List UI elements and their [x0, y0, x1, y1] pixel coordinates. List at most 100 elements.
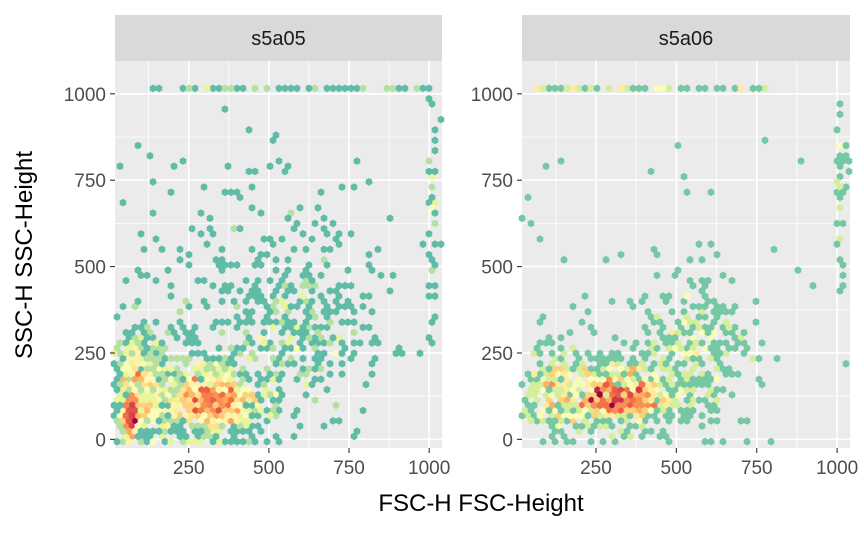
hexbin-cell	[119, 302, 127, 311]
hexbin-cell	[203, 354, 211, 363]
hexbin-cell	[542, 391, 550, 399]
hexbin-cell	[536, 370, 544, 378]
hexbin-cell	[623, 84, 631, 93]
hexbin-cell	[329, 333, 337, 342]
hexbin-cell	[137, 344, 145, 352]
hexbin-cell	[251, 406, 259, 415]
hexbin-cell	[290, 432, 298, 441]
hexbin-cell	[539, 406, 547, 415]
hexbin-cell	[707, 385, 715, 394]
hexbin-cell	[629, 84, 637, 93]
hexbin-cell	[551, 427, 559, 436]
hexbin-cell	[599, 417, 607, 425]
hexbin-cell	[683, 188, 691, 197]
hexbin-cell	[695, 84, 703, 93]
hexbin-cell	[272, 266, 280, 275]
hexbin-cell	[719, 84, 727, 93]
hexbin-cell	[167, 396, 175, 404]
hexbin-cell	[653, 313, 661, 321]
hexbin-cell	[683, 396, 691, 404]
hexbin-cell	[335, 281, 343, 290]
hexbin-cell	[311, 333, 319, 342]
hexbin-cell	[416, 349, 424, 358]
hexbin-cell	[119, 437, 127, 446]
hexbin-cell	[704, 276, 712, 285]
hexbin-cell	[719, 302, 727, 311]
x-tick-label: 500	[661, 458, 693, 479]
hexbin-cell	[659, 365, 667, 373]
hexbin-cell	[170, 380, 178, 389]
hexbin-cell	[545, 333, 553, 342]
hexbin-cell	[263, 84, 271, 93]
hexbin-cell	[401, 84, 409, 93]
hexbin-cell	[689, 302, 697, 311]
hexbin-cell	[530, 391, 538, 399]
hexbin-cell	[140, 339, 148, 347]
hexbin-cell	[575, 406, 583, 415]
hexbin-cell	[626, 359, 634, 368]
hexbin-cell	[233, 427, 241, 436]
hexbin-cell	[227, 281, 235, 290]
hexbin-cell	[836, 183, 844, 191]
hexbin-cell	[218, 411, 226, 420]
hexbin-cell	[704, 380, 712, 389]
hexbin-cell	[128, 422, 136, 430]
hexbin-cell	[641, 417, 649, 425]
hexbin-cell	[149, 385, 157, 394]
hexbin-cell	[677, 375, 685, 384]
hexbin-cell	[320, 339, 328, 347]
hexbin-cell	[365, 323, 373, 332]
hexbin-cell	[755, 354, 763, 363]
hexbin-cell	[617, 396, 625, 404]
hexbin-cell	[230, 380, 238, 389]
hexbin-cell	[596, 359, 604, 368]
hexbin-cell	[617, 427, 625, 436]
hexbin-cell	[215, 417, 223, 425]
hexbin-cell	[614, 359, 622, 368]
hexbin-cell	[218, 380, 226, 389]
hexbin-cell	[734, 339, 742, 347]
hexbin-cell	[272, 401, 280, 410]
hexbin-cell	[206, 401, 214, 410]
hexbin-cell	[302, 380, 310, 389]
hexbin-cell	[311, 365, 319, 373]
hexbin-cell	[170, 411, 178, 420]
hexbin-cell	[617, 354, 625, 363]
hexbin-cell	[647, 396, 655, 404]
x-tick-label: 750	[741, 458, 773, 479]
hexbin-cell	[146, 152, 154, 160]
hexbin-cell	[839, 188, 847, 197]
hexbin-cell	[302, 328, 310, 337]
hexbin-cell	[191, 427, 199, 436]
hexbin-cell	[281, 344, 289, 352]
hexbin-cell	[767, 437, 775, 446]
hexbin-cell	[242, 339, 250, 347]
hexbin-cell	[527, 385, 535, 394]
hexbin-cell	[560, 432, 568, 441]
hexbin-cell	[539, 365, 547, 373]
hexbin-cell	[659, 427, 667, 436]
hexbin-cell	[170, 391, 178, 399]
hexbin-cell	[182, 432, 190, 441]
hexbin-cell	[287, 333, 295, 342]
hexbin-cell	[272, 359, 280, 368]
hexbin-cell	[197, 406, 205, 415]
hexbin-cell	[212, 380, 220, 389]
hexbin-cell	[587, 354, 595, 363]
hexbin-cell	[122, 422, 130, 430]
hexbin-cell	[185, 333, 193, 342]
hexbin-cell	[278, 276, 286, 285]
hexbin-cell	[263, 313, 271, 321]
hexbin-cell	[623, 406, 631, 415]
hexbin-cell	[281, 167, 289, 176]
hexbin-cell	[302, 245, 310, 254]
hexbin-cell	[221, 84, 229, 93]
hexbin-cell	[320, 224, 328, 233]
hexbin-cell	[611, 406, 619, 415]
hexbin-cell	[218, 255, 226, 264]
hexbin-cell	[122, 432, 130, 441]
hexbin-cell	[629, 375, 637, 384]
hexbin-cell	[260, 339, 268, 347]
hexbin-cell	[203, 396, 211, 404]
